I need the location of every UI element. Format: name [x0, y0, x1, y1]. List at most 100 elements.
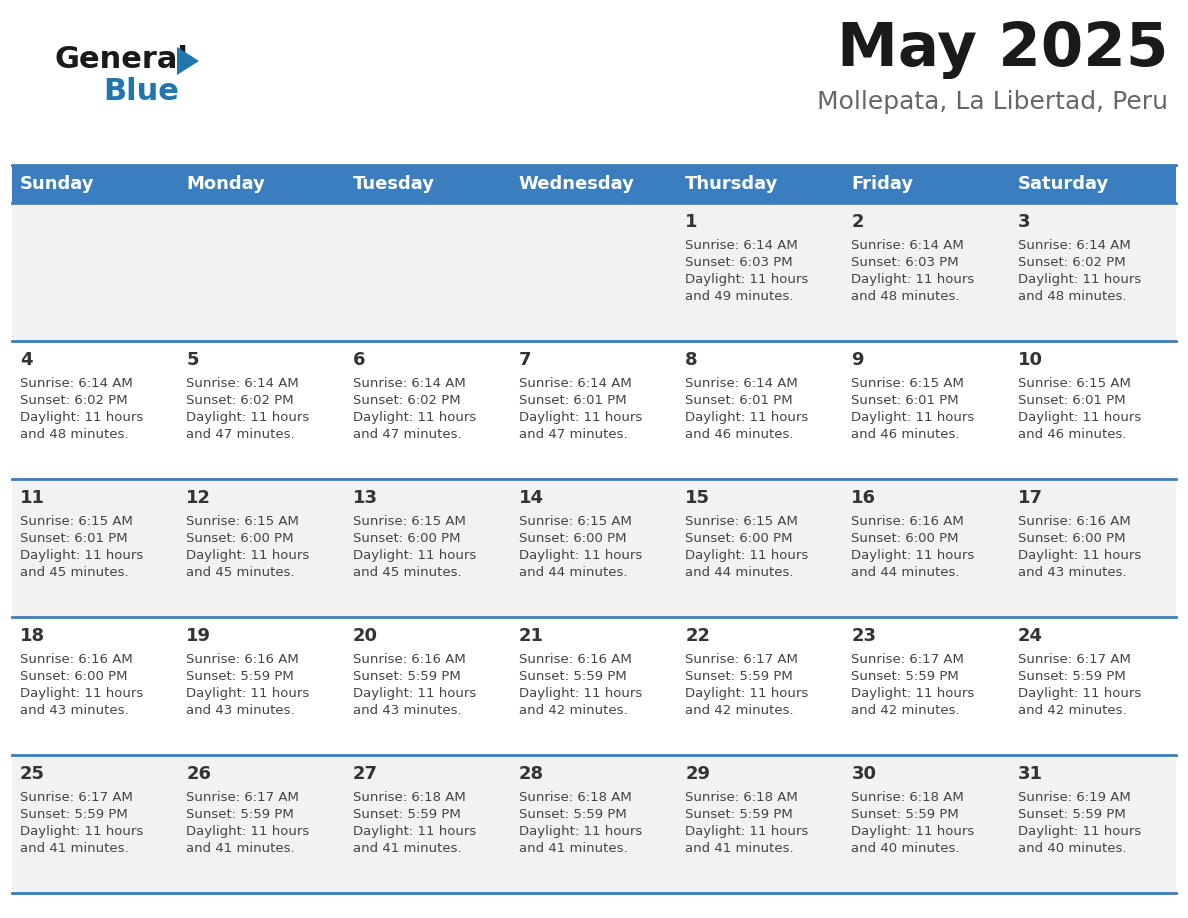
- Text: and 47 minutes.: and 47 minutes.: [187, 428, 295, 441]
- Text: Sunrise: 6:14 AM: Sunrise: 6:14 AM: [685, 377, 798, 390]
- Text: 19: 19: [187, 627, 211, 645]
- Text: Sunrise: 6:16 AM: Sunrise: 6:16 AM: [852, 515, 965, 528]
- Text: Daylight: 11 hours: Daylight: 11 hours: [20, 825, 144, 838]
- Text: and 43 minutes.: and 43 minutes.: [187, 704, 295, 717]
- Text: Sunset: 6:00 PM: Sunset: 6:00 PM: [1018, 532, 1125, 545]
- Text: and 47 minutes.: and 47 minutes.: [519, 428, 627, 441]
- Text: Sunset: 6:01 PM: Sunset: 6:01 PM: [685, 394, 792, 407]
- Text: Sunrise: 6:16 AM: Sunrise: 6:16 AM: [187, 653, 299, 666]
- Text: Sunset: 6:01 PM: Sunset: 6:01 PM: [20, 532, 127, 545]
- Text: Sunset: 5:59 PM: Sunset: 5:59 PM: [852, 670, 959, 683]
- Text: 27: 27: [353, 765, 378, 783]
- Text: Daylight: 11 hours: Daylight: 11 hours: [1018, 273, 1140, 286]
- Text: Sunrise: 6:15 AM: Sunrise: 6:15 AM: [852, 377, 965, 390]
- Text: Sunrise: 6:17 AM: Sunrise: 6:17 AM: [685, 653, 798, 666]
- Text: 23: 23: [852, 627, 877, 645]
- Text: Daylight: 11 hours: Daylight: 11 hours: [1018, 825, 1140, 838]
- Polygon shape: [177, 47, 200, 75]
- Text: Daylight: 11 hours: Daylight: 11 hours: [685, 687, 808, 700]
- Text: Sunrise: 6:15 AM: Sunrise: 6:15 AM: [1018, 377, 1131, 390]
- Bar: [12, 617, 1176, 755]
- Text: Sunrise: 6:14 AM: Sunrise: 6:14 AM: [353, 377, 466, 390]
- Text: Sunset: 6:00 PM: Sunset: 6:00 PM: [353, 532, 460, 545]
- Text: Sunrise: 6:19 AM: Sunrise: 6:19 AM: [1018, 791, 1131, 804]
- Text: Daylight: 11 hours: Daylight: 11 hours: [519, 825, 642, 838]
- Text: 25: 25: [20, 765, 45, 783]
- Text: 21: 21: [519, 627, 544, 645]
- Text: 15: 15: [685, 489, 710, 507]
- Text: Sunset: 6:00 PM: Sunset: 6:00 PM: [20, 670, 127, 683]
- Text: Monday: Monday: [187, 175, 265, 193]
- Text: Daylight: 11 hours: Daylight: 11 hours: [1018, 549, 1140, 562]
- Text: Thursday: Thursday: [685, 175, 778, 193]
- Text: and 45 minutes.: and 45 minutes.: [20, 566, 128, 579]
- Text: 18: 18: [20, 627, 45, 645]
- Text: Daylight: 11 hours: Daylight: 11 hours: [685, 825, 808, 838]
- Text: Sunset: 6:02 PM: Sunset: 6:02 PM: [1018, 256, 1125, 269]
- Text: and 40 minutes.: and 40 minutes.: [1018, 842, 1126, 855]
- Text: and 42 minutes.: and 42 minutes.: [852, 704, 960, 717]
- Text: 29: 29: [685, 765, 710, 783]
- Text: 9: 9: [852, 351, 864, 369]
- Text: and 41 minutes.: and 41 minutes.: [187, 842, 295, 855]
- Text: 7: 7: [519, 351, 531, 369]
- Text: Sunrise: 6:14 AM: Sunrise: 6:14 AM: [685, 239, 798, 252]
- Text: 12: 12: [187, 489, 211, 507]
- Text: Sunrise: 6:15 AM: Sunrise: 6:15 AM: [685, 515, 798, 528]
- Text: 22: 22: [685, 627, 710, 645]
- Text: Sunset: 6:02 PM: Sunset: 6:02 PM: [20, 394, 127, 407]
- Text: 30: 30: [852, 765, 877, 783]
- Text: and 45 minutes.: and 45 minutes.: [187, 566, 295, 579]
- Text: Sunset: 5:59 PM: Sunset: 5:59 PM: [519, 670, 626, 683]
- Text: Sunrise: 6:14 AM: Sunrise: 6:14 AM: [1018, 239, 1131, 252]
- Text: Sunrise: 6:18 AM: Sunrise: 6:18 AM: [685, 791, 798, 804]
- Text: Mollepata, La Libertad, Peru: Mollepata, La Libertad, Peru: [817, 90, 1168, 114]
- Text: and 47 minutes.: and 47 minutes.: [353, 428, 461, 441]
- Text: 5: 5: [187, 351, 198, 369]
- Text: Sunset: 6:01 PM: Sunset: 6:01 PM: [1018, 394, 1125, 407]
- Text: and 43 minutes.: and 43 minutes.: [1018, 566, 1126, 579]
- Text: and 41 minutes.: and 41 minutes.: [353, 842, 461, 855]
- Text: and 48 minutes.: and 48 minutes.: [20, 428, 128, 441]
- Text: 20: 20: [353, 627, 378, 645]
- Text: Sunrise: 6:18 AM: Sunrise: 6:18 AM: [353, 791, 466, 804]
- Text: Saturday: Saturday: [1018, 175, 1108, 193]
- Text: Daylight: 11 hours: Daylight: 11 hours: [519, 549, 642, 562]
- Text: 14: 14: [519, 489, 544, 507]
- Text: 6: 6: [353, 351, 365, 369]
- Text: Daylight: 11 hours: Daylight: 11 hours: [852, 549, 974, 562]
- Text: and 40 minutes.: and 40 minutes.: [852, 842, 960, 855]
- Text: Daylight: 11 hours: Daylight: 11 hours: [353, 549, 476, 562]
- Text: Sunset: 6:00 PM: Sunset: 6:00 PM: [187, 532, 293, 545]
- Text: Wednesday: Wednesday: [519, 175, 634, 193]
- Text: and 43 minutes.: and 43 minutes.: [353, 704, 461, 717]
- Text: Tuesday: Tuesday: [353, 175, 435, 193]
- Text: Sunset: 6:00 PM: Sunset: 6:00 PM: [852, 532, 959, 545]
- Text: and 46 minutes.: and 46 minutes.: [852, 428, 960, 441]
- Text: Sunset: 6:03 PM: Sunset: 6:03 PM: [852, 256, 959, 269]
- Text: Daylight: 11 hours: Daylight: 11 hours: [519, 411, 642, 424]
- Text: 4: 4: [20, 351, 32, 369]
- Text: and 48 minutes.: and 48 minutes.: [1018, 290, 1126, 303]
- Text: Sunrise: 6:16 AM: Sunrise: 6:16 AM: [20, 653, 133, 666]
- Text: Daylight: 11 hours: Daylight: 11 hours: [685, 411, 808, 424]
- Text: Sunset: 5:59 PM: Sunset: 5:59 PM: [353, 670, 460, 683]
- Text: Daylight: 11 hours: Daylight: 11 hours: [353, 687, 476, 700]
- Text: Daylight: 11 hours: Daylight: 11 hours: [353, 825, 476, 838]
- Text: Sunrise: 6:14 AM: Sunrise: 6:14 AM: [20, 377, 133, 390]
- Text: Daylight: 11 hours: Daylight: 11 hours: [685, 273, 808, 286]
- Text: and 41 minutes.: and 41 minutes.: [685, 842, 794, 855]
- Text: Sunset: 5:59 PM: Sunset: 5:59 PM: [187, 670, 295, 683]
- Text: 13: 13: [353, 489, 378, 507]
- Text: Sunset: 5:59 PM: Sunset: 5:59 PM: [519, 808, 626, 821]
- Text: 2: 2: [852, 213, 864, 231]
- Text: and 48 minutes.: and 48 minutes.: [852, 290, 960, 303]
- Text: Daylight: 11 hours: Daylight: 11 hours: [519, 687, 642, 700]
- Text: Daylight: 11 hours: Daylight: 11 hours: [20, 549, 144, 562]
- Text: Sunset: 6:02 PM: Sunset: 6:02 PM: [353, 394, 460, 407]
- Text: 16: 16: [852, 489, 877, 507]
- Bar: [12, 755, 1176, 893]
- Text: May 2025: May 2025: [836, 20, 1168, 79]
- Text: General: General: [55, 45, 189, 74]
- Text: Blue: Blue: [103, 77, 179, 106]
